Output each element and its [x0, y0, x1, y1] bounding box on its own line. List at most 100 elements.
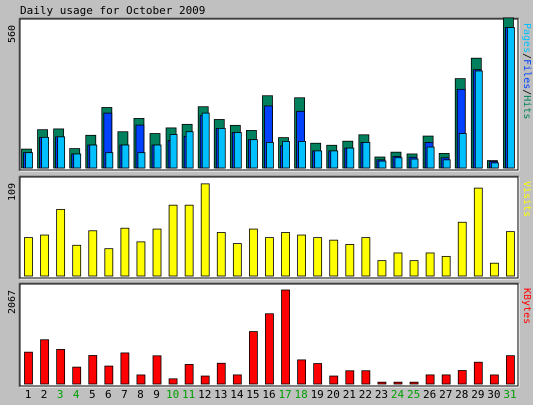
pages-bar [201, 112, 210, 169]
pages-bar [217, 128, 226, 169]
kbytes-bar [184, 364, 194, 385]
pages-bar [105, 152, 114, 169]
visits-bar [473, 187, 483, 277]
x-tick-label: 28 [455, 388, 468, 401]
kbytes-bar [425, 374, 435, 385]
visits-bar [409, 260, 419, 277]
kbytes-bar [88, 355, 98, 385]
pages-bar [442, 159, 451, 169]
x-tick-label: 10 [166, 388, 179, 401]
x-tick-label: 1 [25, 388, 32, 401]
x-tick-label: 25 [407, 388, 420, 401]
x-tick-label: 19 [311, 388, 324, 401]
pages-bar [57, 136, 66, 169]
x-tick-label: 9 [153, 388, 160, 401]
kbytes-bar [361, 370, 371, 385]
x-tick-label: 31 [503, 388, 516, 401]
visits-bar [361, 237, 371, 277]
kbytes-bar [489, 374, 499, 385]
visits-bar [313, 237, 323, 277]
x-tick-label: 11 [182, 388, 195, 401]
visits-bar [377, 260, 387, 277]
visits-bar [168, 204, 178, 277]
pages-bar [394, 157, 403, 169]
visits-bar [425, 252, 435, 277]
visits-bar [184, 204, 194, 277]
kbytes-bar [345, 370, 355, 385]
kbytes-bar [377, 381, 387, 385]
side-label-kbytes: KBytes [521, 288, 532, 324]
x-tick-label: 23 [375, 388, 388, 401]
pages-bar [378, 160, 387, 169]
kbytes-bar [297, 359, 306, 385]
kbytes-bar [329, 375, 339, 385]
side-label-visits: Visits [521, 181, 532, 217]
x-tick-label: 29 [471, 388, 484, 401]
x-tick-label: 7 [121, 388, 128, 401]
visits-bar [249, 228, 258, 277]
pages-bar [474, 70, 483, 169]
visits-bar [120, 227, 130, 277]
side-label-sep1: / [521, 53, 532, 59]
visits-bar [345, 244, 355, 277]
pages-bar [266, 142, 274, 169]
side-label-sep2: / [521, 89, 532, 95]
pages-bar [458, 133, 467, 169]
visits-bar [506, 231, 515, 277]
kbytes-bar [72, 366, 82, 385]
x-tick-label: 30 [487, 388, 500, 401]
kbytes-bar [104, 365, 114, 385]
x-tick-label: 8 [137, 388, 144, 401]
kbytes-bar [506, 355, 515, 385]
x-tick-label: 18 [295, 388, 308, 401]
pages-bar [137, 152, 146, 169]
visits-bar [265, 237, 274, 277]
kbytes-bar [441, 374, 451, 385]
pages-bar [89, 144, 98, 169]
x-tick-label: 2 [41, 388, 48, 401]
kbytes-bar [409, 381, 419, 385]
pages-bar [41, 136, 49, 169]
kbytes-bar [313, 363, 323, 385]
x-tick-label: 24 [391, 388, 405, 401]
pages-bar [185, 131, 194, 169]
pages-bar [250, 139, 258, 169]
side-label-pages: Pages [521, 23, 532, 53]
visits-bar [104, 248, 114, 277]
pages-bar [426, 146, 435, 169]
kbytes-bar [457, 370, 467, 385]
pages-bar [169, 134, 178, 169]
chart-title: Daily usage for October 2009 [20, 4, 205, 17]
visits-bar [72, 244, 82, 277]
pages-bar [73, 153, 82, 169]
pages-bar [233, 132, 242, 169]
visits-bar [297, 234, 306, 277]
x-tick-label: 14 [230, 388, 244, 401]
visits-bar [216, 232, 226, 277]
pages-bar [25, 152, 33, 169]
side-label-hits: Pages/Files/Hits [521, 23, 532, 119]
kbytes-bar [393, 381, 403, 385]
kbytes-bar [152, 355, 162, 385]
side-label-files: Files [521, 59, 532, 89]
kbytes-bar [168, 378, 178, 385]
kbytes-bar [249, 331, 258, 385]
visits-bar [489, 262, 499, 277]
x-tick-label: 6 [105, 388, 112, 401]
x-tick-label: 5 [89, 388, 96, 401]
pages-bar [490, 162, 499, 169]
pages-bar [507, 27, 515, 169]
x-tick-label: 16 [262, 388, 275, 401]
visits-bar [457, 221, 467, 277]
visits-bar [441, 255, 451, 277]
visits-bar [24, 237, 33, 277]
visits-bar [393, 252, 403, 277]
visits-bar [56, 209, 66, 277]
kbytes-bar [216, 362, 226, 385]
kbytes-bar [56, 349, 66, 385]
kbytes-bar [281, 289, 290, 385]
pages-bar [362, 142, 371, 169]
kbytes-bar [265, 313, 274, 385]
